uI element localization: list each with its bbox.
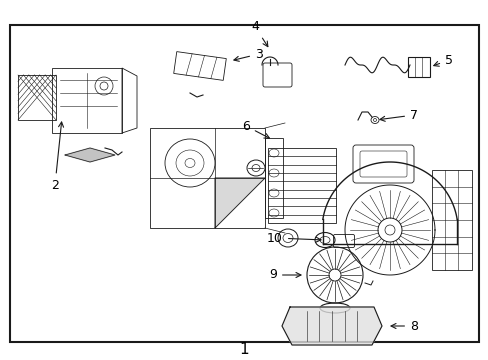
Bar — [407, 57, 429, 77]
Bar — [150, 128, 264, 228]
Text: 1: 1 — [239, 342, 249, 357]
Text: 4: 4 — [250, 20, 267, 46]
Polygon shape — [65, 148, 115, 162]
Text: 2: 2 — [51, 122, 63, 192]
Text: 10: 10 — [266, 231, 320, 244]
Text: 6: 6 — [242, 120, 269, 138]
Bar — [267, 148, 335, 223]
Bar — [173, 51, 226, 80]
Bar — [18, 75, 56, 120]
Text: 3: 3 — [233, 48, 263, 61]
Bar — [431, 170, 471, 270]
Text: 5: 5 — [433, 54, 452, 67]
Text: 8: 8 — [390, 320, 417, 333]
Text: 7: 7 — [379, 108, 417, 122]
Ellipse shape — [377, 218, 401, 242]
Polygon shape — [282, 307, 381, 345]
Bar — [52, 68, 122, 133]
Text: 9: 9 — [268, 269, 300, 282]
Bar — [264, 138, 283, 218]
Bar — [10, 25, 478, 342]
Polygon shape — [215, 178, 264, 228]
